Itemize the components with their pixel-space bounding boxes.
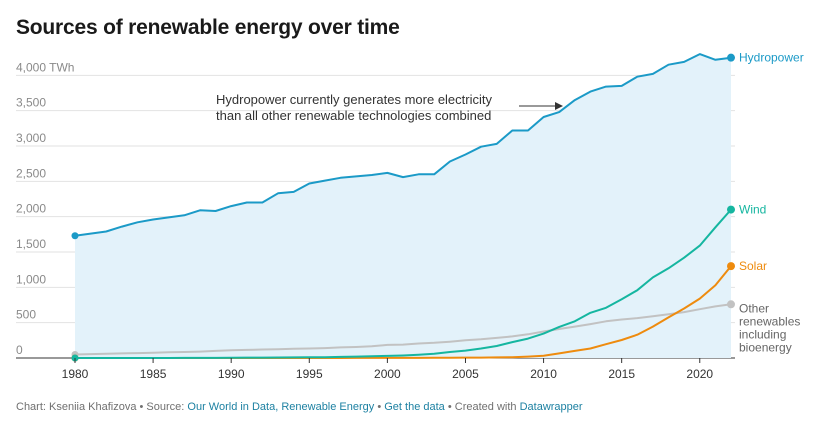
- area-fill: [75, 54, 731, 358]
- other-series-label: bioenergy: [739, 340, 792, 354]
- x-tick-label: 1995: [296, 367, 323, 381]
- solar-end-point: [727, 262, 735, 271]
- other-end-point: [727, 300, 735, 309]
- x-tick-label: 1985: [140, 367, 167, 381]
- other-series-label: renewables: [739, 314, 800, 328]
- y-tick-label: 4,000 TWh: [16, 60, 74, 74]
- y-tick-label: 2,000: [16, 202, 46, 216]
- hydropower-end-point: [727, 53, 735, 62]
- other-series-label: including: [739, 327, 786, 341]
- footer-separator: • Created with: [444, 401, 520, 413]
- annotation-text: than all other renewable technologies co…: [216, 108, 491, 123]
- footer-separator: •: [374, 401, 385, 413]
- y-tick-label: 3,000: [16, 131, 46, 145]
- hydropower-series-label: Hydropower: [739, 51, 804, 65]
- chart-footer: Chart: Kseniia Khafizova • Source: Our W…: [16, 401, 583, 413]
- y-tick-label: 2,500: [16, 166, 46, 180]
- x-tick-label: 2010: [530, 367, 557, 381]
- chart-title: Sources of renewable energy over time: [16, 16, 400, 39]
- hydropower-line: [74, 53, 732, 237]
- x-tick-label: 2015: [608, 367, 635, 381]
- x-tick-label: 2000: [374, 367, 401, 381]
- y-tick-label: 1,500: [16, 237, 46, 251]
- annotation-text: Hydropower currently generates more elec…: [216, 92, 492, 107]
- wind-line: [75, 208, 732, 359]
- other-series-label: Other: [739, 301, 769, 315]
- footer-separator: • Source:: [136, 401, 188, 413]
- annotation-arrowhead-icon: [555, 102, 563, 110]
- solar-series-label: Solar: [739, 259, 767, 273]
- annotation: Hydropower currently generates more elec…: [216, 92, 563, 123]
- y-tick-label: 0: [16, 343, 23, 357]
- wind-end-point: [727, 205, 735, 214]
- wind-series-label: Wind: [739, 203, 766, 217]
- hydropower-area: [75, 54, 731, 358]
- line-chart: 0 500 1,000 1,500 2,000 2,500 3,000 3,500 4,000 …: [16, 51, 804, 381]
- x-tick-label: 2020: [686, 367, 713, 381]
- footer-credit: Chart: Kseniia Khafizova: [16, 401, 137, 413]
- x-tick-label: 1990: [218, 367, 245, 381]
- source-link[interactable]: Our World in Data, Renewable Energy: [187, 401, 375, 413]
- series-labels: Hydropower Wind Solar Otherrenewablesinclud…: [739, 51, 804, 355]
- x-axis-ticks: 1980 1985 1990 1995 2000 2005 2010 2015 2020: [62, 358, 713, 381]
- y-axis-ticks: 0 500 1,000 1,500 2,000 2,500 3,000 3,500 4,000 …: [16, 60, 74, 357]
- hydropower-start-point: [71, 232, 79, 240]
- y-tick-label: 3,500: [16, 96, 46, 110]
- x-tick-label: 1980: [62, 367, 89, 381]
- y-tick-label: 1,000: [16, 272, 46, 286]
- datawrapper-link[interactable]: Datawrapper: [519, 401, 583, 413]
- y-tick-label: 500: [16, 308, 36, 322]
- x-tick-label: 2005: [452, 367, 479, 381]
- get-data-link[interactable]: Get the data: [384, 401, 445, 413]
- series-lines: [71, 53, 735, 362]
- other-line: [74, 303, 732, 356]
